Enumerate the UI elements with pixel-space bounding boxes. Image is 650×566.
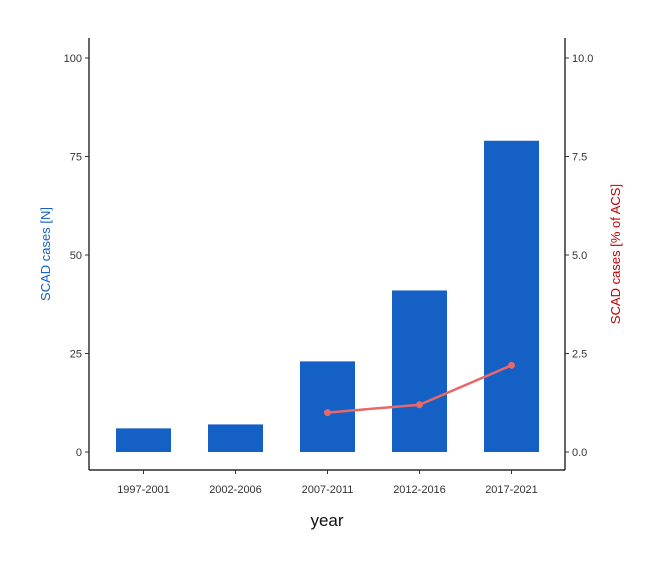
bar xyxy=(392,290,447,452)
line-point xyxy=(416,401,423,409)
x-tick-label: 2012-2016 xyxy=(393,484,446,496)
bar xyxy=(116,428,171,452)
bar-series xyxy=(116,140,539,453)
y-tick-label-left: 75 xyxy=(70,152,82,164)
y-tick-label-right: 5.0 xyxy=(572,250,587,262)
y-tick-label-left: 100 xyxy=(64,53,82,65)
y-axis-title-left: SCAD cases [N] xyxy=(38,207,53,301)
bar xyxy=(484,140,539,453)
x-tick-label: 2007-2011 xyxy=(302,484,354,496)
y-tick-label-right: 7.5 xyxy=(572,152,587,164)
bar xyxy=(208,424,263,452)
x-tick-label: 2002-2006 xyxy=(209,484,262,496)
line-point xyxy=(508,361,515,369)
line-series xyxy=(324,361,515,417)
x-tick-label: 1997-2001 xyxy=(117,484,170,496)
y-tick-label-left: 50 xyxy=(70,250,82,262)
y-tick-label-left: 0 xyxy=(76,447,82,459)
y-tick-label-left: 25 xyxy=(70,349,82,361)
line-point xyxy=(324,409,331,417)
y-tick-label-right: 10.0 xyxy=(572,53,593,65)
x-tick-label: 2017-2021 xyxy=(485,484,538,496)
y-tick-label-right: 2.5 xyxy=(572,349,587,361)
y-axis-title-right: SCAD cases [% of ACS] xyxy=(608,184,623,324)
x-axis-title: year xyxy=(310,511,343,530)
bar xyxy=(300,361,355,452)
y-tick-label-right: 0.0 xyxy=(572,447,587,459)
axes: 0 25 50 75 100 0.0 2.5 5.0 7.5 10.0 1997-2001 2002-… xyxy=(64,38,593,496)
